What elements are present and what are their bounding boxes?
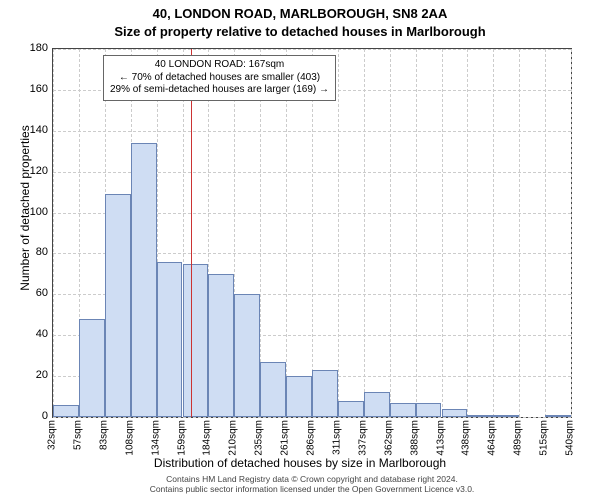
y-tick-label: 20 [8,369,48,381]
y-tick-label: 80 [8,246,48,258]
gridline-v [519,49,520,417]
annotation-line-3: 29% of semi-detached houses are larger (… [110,84,329,97]
chart-plot-area: 40 LONDON ROAD: 167sqm ← 70% of detached… [52,48,572,418]
gridline-v [571,49,572,417]
gridline-v [442,49,443,417]
footer-line-1: Contains HM Land Registry data © Crown c… [52,474,572,484]
histogram-bar [183,264,209,417]
gridline-v [545,49,546,417]
annotation-line-1: 40 LONDON ROAD: 167sqm [110,59,329,72]
x-tick-label: 83sqm [98,420,109,450]
histogram-bar [53,405,79,417]
x-tick-label: 438sqm [461,420,472,456]
histogram-bar [234,294,260,417]
x-tick-label: 413sqm [435,420,446,456]
gridline-v [416,49,417,417]
x-tick-label: 362sqm [383,420,394,456]
y-tick-label: 60 [8,287,48,299]
gridline-v [364,49,365,417]
x-axis-label: Distribution of detached houses by size … [0,456,600,470]
histogram-bar [493,415,519,417]
gridline-v [53,49,54,417]
histogram-bar [105,194,131,417]
gridline-v [493,49,494,417]
histogram-bar [442,409,468,417]
x-tick-label: 337sqm [357,420,368,456]
histogram-bar [157,262,183,417]
x-tick-label: 540sqm [565,420,576,456]
histogram-bar [286,376,312,417]
x-tick-label: 261sqm [280,420,291,456]
gridline-v [286,49,287,417]
y-tick-label: 0 [8,410,48,422]
histogram-bar [416,403,442,417]
y-tick-label: 100 [8,206,48,218]
gridline-v [467,49,468,417]
histogram-bar [467,415,493,417]
x-tick-label: 489sqm [513,420,524,456]
x-tick-label: 57sqm [72,420,83,450]
y-tick-label: 160 [8,83,48,95]
x-tick-label: 159sqm [176,420,187,456]
histogram-bar [131,143,157,417]
gridline-v [338,49,339,417]
chart-annotation-box: 40 LONDON ROAD: 167sqm ← 70% of detached… [103,55,336,101]
histogram-bar [312,370,338,417]
y-tick-label: 180 [8,42,48,54]
x-tick-label: 286sqm [306,420,317,456]
gridline-v [390,49,391,417]
y-tick-label: 120 [8,165,48,177]
x-tick-label: 235sqm [254,420,265,456]
x-tick-label: 108sqm [124,420,135,456]
histogram-bar [260,362,286,417]
x-tick-label: 32sqm [47,420,58,450]
x-tick-label: 388sqm [409,420,420,456]
x-tick-label: 210sqm [228,420,239,456]
footer-attribution: Contains HM Land Registry data © Crown c… [52,474,572,494]
x-tick-label: 134sqm [150,420,161,456]
histogram-bar [338,401,364,417]
gridline-h [53,417,571,418]
x-tick-label: 184sqm [202,420,213,456]
annotation-line-2: ← 70% of detached houses are smaller (40… [110,72,329,85]
histogram-bar [390,403,416,417]
page-title-1: 40, LONDON ROAD, MARLBOROUGH, SN8 2AA [0,6,600,21]
x-tick-label: 464sqm [487,420,498,456]
x-tick-label: 515sqm [539,420,550,456]
gridline-v [312,49,313,417]
histogram-bar [364,392,390,417]
histogram-bar [545,415,571,417]
y-tick-label: 40 [8,328,48,340]
subject-marker-line [191,49,192,417]
histogram-bar [79,319,105,417]
x-tick-label: 311sqm [331,420,342,455]
y-tick-label: 140 [8,124,48,136]
histogram-bar [208,274,234,417]
footer-line-2: Contains public sector information licen… [52,484,572,494]
page-title-2: Size of property relative to detached ho… [0,24,600,39]
